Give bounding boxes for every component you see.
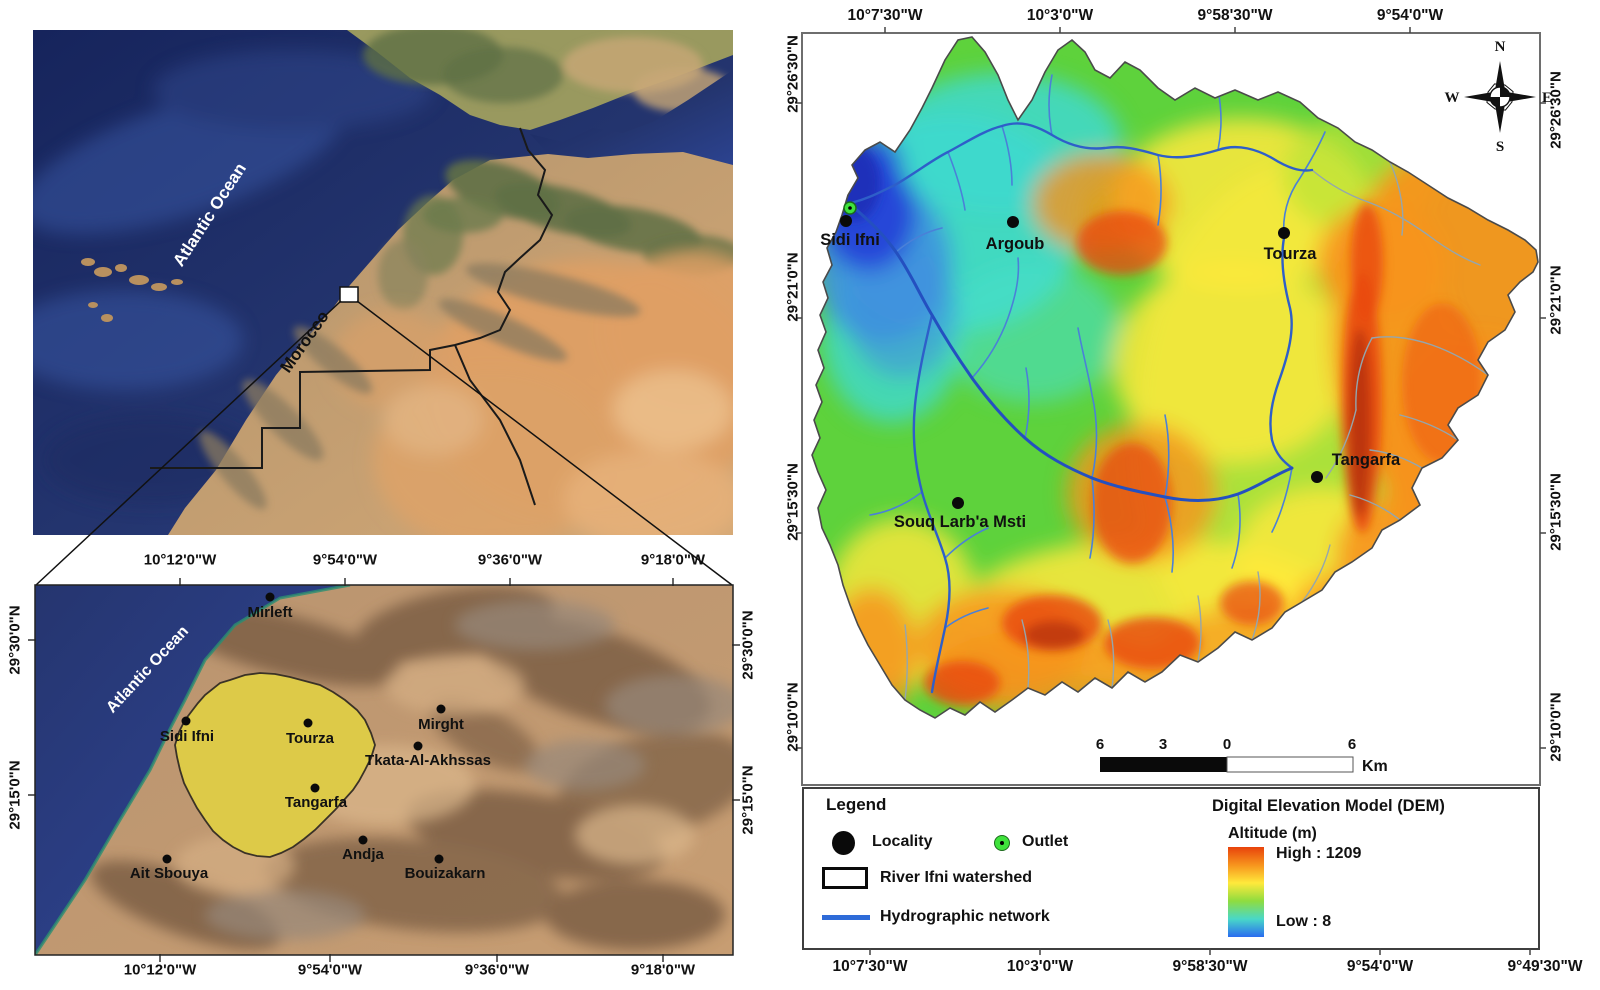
elevation-low-label: Low : 8 <box>1276 913 1332 930</box>
axis-label: 29°15'30"N <box>784 463 802 541</box>
locality-label: Argoub <box>986 235 1045 253</box>
axis-label: 10°3'0"W <box>1006 958 1074 975</box>
study-area-extent-box <box>339 286 359 303</box>
regional-satellite-map: Mirleft Sidi Ifni Tourza Mirght Tkata-Al… <box>35 585 733 955</box>
outlet-symbol-icon <box>994 835 1010 851</box>
locality-label: Mirght <box>418 716 464 733</box>
axis-label: 9°54'0"W <box>1376 7 1444 24</box>
axis-label: 9°36'0"W <box>464 961 530 979</box>
axis-label: 29°26'30"N <box>1547 71 1565 149</box>
outlet-marker-center <box>848 206 852 210</box>
frame-ticks <box>796 27 1546 749</box>
altitude-label: Altitude (m) <box>1228 825 1317 842</box>
dem-locality-labels: Sidi Ifni Argoub Tourza Tangarfa Souq La… <box>820 231 1401 531</box>
axis-label: 9°58'30"W <box>1197 7 1273 24</box>
compass-rose: N S W E <box>1445 39 1553 155</box>
axis-label: 9°54'0"W <box>297 961 363 979</box>
locality-label: Andja <box>342 846 384 863</box>
axis-label: 9°54'0"W <box>312 551 378 569</box>
locality-label: Mirleft <box>248 604 293 621</box>
legend-panel: Legend Locality Outlet River Ifni waters… <box>802 787 1540 950</box>
scalebar-unit: Km <box>1362 758 1388 775</box>
axis-label: 9°18'0"W <box>630 961 696 979</box>
scale-bar: 6 3 0 6 Km <box>1096 736 1388 775</box>
locality-label: Sidi Ifni <box>160 728 214 745</box>
axis-label: 29°26'30"N <box>784 35 802 113</box>
locality-label: Tourza <box>286 730 335 747</box>
axis-label: 9°36'0"W <box>477 551 543 569</box>
locality-label: Tourza <box>1264 245 1318 263</box>
scalebar-tick: 3 <box>1159 736 1167 753</box>
dem-watershed-map: Sidi Ifni Argoub Tourza Tangarfa Souq La… <box>796 27 1552 786</box>
hydro-symbol-icon <box>822 915 870 920</box>
legend-title: Legend <box>826 795 887 814</box>
locality-label: Souq Larb'a Msti <box>894 513 1026 531</box>
axis-label: 10°12'0"W <box>143 551 217 569</box>
axis-label: 10°7'30"W <box>832 958 908 975</box>
legend-watershed-label: River Ifni watershed <box>880 869 1033 886</box>
scalebar-tick: 0 <box>1223 736 1231 753</box>
axis-label: 29°21'0"N <box>1547 265 1565 335</box>
axis-label: 9°54'0"W <box>1346 958 1414 975</box>
locality-label: Bouizakarn <box>405 865 486 882</box>
legend-outlet-label: Outlet <box>1022 833 1069 850</box>
axis-label: 29°10'0"N <box>1547 692 1565 762</box>
axis-label: 29°10'0"N <box>784 682 802 752</box>
compass-w: W <box>1445 90 1460 106</box>
axis-label: 10°3'0"W <box>1026 7 1094 24</box>
elevation-high-label: High : 1209 <box>1276 845 1362 862</box>
axis-label: 29°15'0"N <box>6 760 24 830</box>
hydrographic-network <box>849 74 1489 701</box>
compass-e: E <box>1542 90 1552 106</box>
legend-hydro-label: Hydrographic network <box>880 908 1050 925</box>
axis-label: 9°58'30"W <box>1172 958 1248 975</box>
scalebar-tick: 6 <box>1348 736 1356 753</box>
axis-label: 29°30'0"N <box>6 605 24 675</box>
elevation-color-ramp <box>1228 847 1264 937</box>
locality-label: Tkata-Al-Akhssas <box>365 752 491 769</box>
locality-symbol-icon <box>832 831 855 855</box>
compass-s: S <box>1496 139 1504 155</box>
overview-satellite-map <box>33 30 733 535</box>
watershed-symbol-icon <box>822 867 868 889</box>
axis-label: 29°21'0"N <box>784 252 802 322</box>
axis-label: 10°12'0"W <box>123 961 197 979</box>
locality-label: Tangarfa <box>1332 451 1401 469</box>
axis-label: 29°30'0"N <box>739 610 757 680</box>
locality-label: Sidi Ifni <box>820 231 880 249</box>
locality-label: Tangarfa <box>285 794 348 811</box>
axis-label: 9°49'30"W <box>1507 958 1583 975</box>
axis-label: 29°15'30"N <box>1547 473 1565 551</box>
axis-label: 10°7'30"W <box>847 7 923 24</box>
legend-locality-label: Locality <box>872 833 933 850</box>
dem-legend-title: Digital Elevation Model (DEM) <box>1212 797 1445 815</box>
scalebar-tick: 6 <box>1096 736 1104 753</box>
axis-label: 29°15'0"N <box>739 765 757 835</box>
locality-label: Ait Sbouya <box>130 865 209 882</box>
mediterranean-sea-area <box>530 70 733 165</box>
axis-label: 9°18'0"W <box>640 551 706 569</box>
dem-locality-dots <box>840 215 1323 509</box>
compass-n: N <box>1495 39 1506 55</box>
